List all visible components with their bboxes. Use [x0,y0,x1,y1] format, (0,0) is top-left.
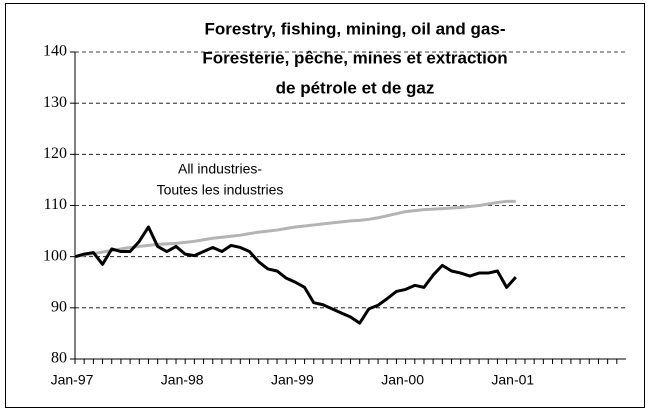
series-line [74,225,517,325]
chart-title: Foresterie, pêche, mines et extraction [202,48,507,67]
series-line [74,199,516,259]
x-tick-label: Jan-00 [381,372,424,388]
y-tick-label: 140 [43,43,67,60]
chart-title: de pétrole et de gaz [276,78,435,97]
y-tick-label: 90 [51,299,67,316]
y-tick-label: 130 [43,94,67,111]
annotation: All industries- [178,161,262,177]
chart-title: Forestry, fishing, mining, oil and gas- [205,19,506,38]
annotation: Toutes les industries [157,182,284,198]
x-tick-label: Jan-98 [161,372,204,388]
y-tick-label: 110 [44,196,67,213]
x-tick-label: Jan-01 [491,372,534,388]
x-tick-label: Jan-97 [51,372,94,388]
y-tick-label: 120 [43,145,67,162]
x-tick-label: Jan-99 [271,372,314,388]
y-tick-label: 100 [43,247,67,264]
y-tick-label: 80 [51,350,67,367]
